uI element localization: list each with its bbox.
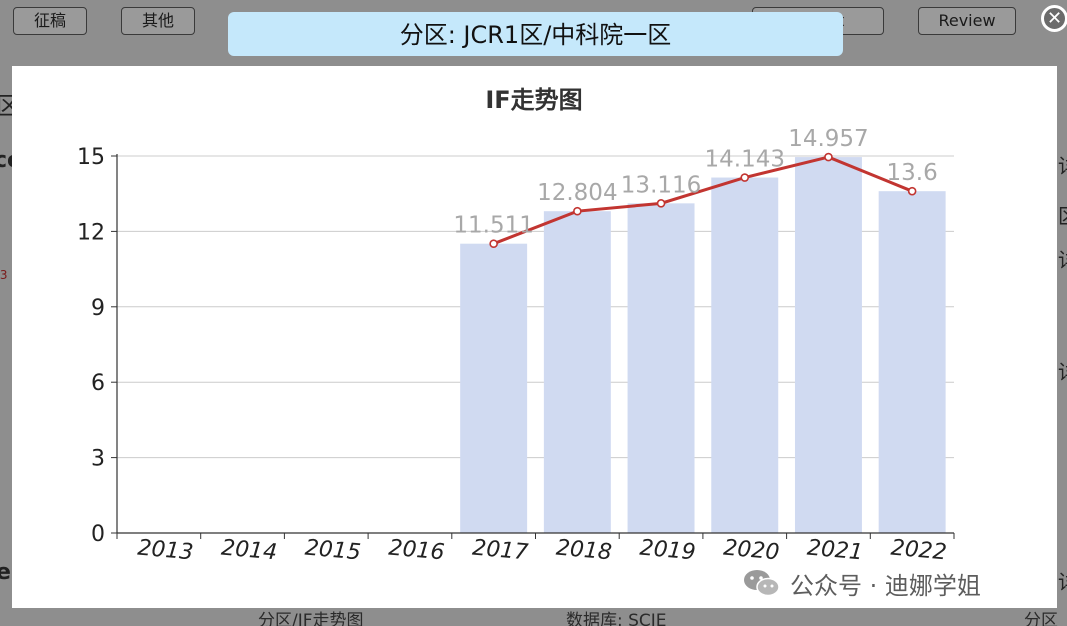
bar: [627, 203, 695, 533]
watermark-text: 公众号 · 迪娜学姐: [790, 571, 981, 600]
bar: [543, 211, 611, 533]
x-tick-label: 2019: [639, 536, 697, 566]
if-trend-chart: IF走势图 0 3 6 9 12 15 2013 2014 2015 2016 2017 2018 201…: [77, 86, 955, 566]
bg-fragment: 详: [1058, 566, 1067, 595]
x-tick-label: 2021: [806, 536, 864, 566]
bg-button-review: Review: [918, 7, 1016, 35]
y-tick-label: 9: [91, 296, 105, 321]
line-point: [489, 239, 498, 248]
bg-fragment: .3: [0, 268, 8, 282]
data-label: 13.6: [887, 160, 938, 186]
bar: [878, 191, 946, 533]
chart-panel: IF走势图 0 3 6 9 12 15 2013 2014 2015 2016 2017 2018 201…: [12, 66, 1057, 608]
data-label: 14.957: [788, 126, 868, 152]
watermark: 公众号 · 迪娜学姐: [742, 565, 981, 601]
x-tick-label: 2014: [220, 536, 278, 566]
close-icon[interactable]: ✕: [1041, 5, 1067, 32]
chart-title: IF走势图: [485, 86, 582, 114]
data-label: 11.511: [453, 213, 533, 239]
x-tick-label: 2018: [555, 536, 613, 566]
x-tick-label: 2013: [136, 536, 194, 566]
bg-bottom-label: 分区: [1024, 611, 1058, 626]
line-point: [824, 152, 833, 162]
wechat-icon: [744, 570, 780, 597]
bar: [711, 177, 779, 533]
x-tick-label: 2017: [471, 536, 529, 566]
overlay-title: 分区: JCR1区/中科院一区: [228, 12, 843, 56]
line-point: [573, 206, 582, 216]
line-point: [740, 173, 750, 182]
bg-fragment: 区: [1058, 200, 1067, 229]
bar: [460, 243, 528, 534]
x-tick-label: 2016: [388, 536, 446, 566]
x-tick-label: 2020: [722, 536, 780, 566]
bg-button-other: 其他: [121, 7, 195, 35]
data-label: 14.143: [705, 147, 785, 173]
bg-fragment: 详: [1058, 150, 1067, 179]
y-tick-label: 6: [91, 371, 105, 396]
bg-fragment: 详: [1058, 356, 1067, 385]
line-point: [907, 186, 917, 196]
data-label: 12.804: [537, 180, 617, 206]
y-tick-label: 0: [91, 522, 105, 547]
bg-bottom-label: 分区/IF走势图: [258, 611, 364, 626]
line-point: [656, 199, 666, 208]
bg-bottom-label: 数据库: SCIE: [566, 611, 667, 626]
bar: [794, 157, 862, 533]
series-line: [493, 155, 913, 246]
bg-fragment: 详: [1058, 244, 1067, 273]
data-label: 13.116: [621, 172, 701, 198]
bg-button-submission: 征稿: [13, 7, 87, 35]
y-tick-label: 15: [77, 145, 105, 170]
y-tick-label: 3: [91, 447, 105, 472]
x-tick-label: 2015: [304, 536, 362, 566]
bg-fragment: e: [0, 560, 11, 585]
y-tick-label: 12: [77, 220, 105, 245]
x-tick-label: 2022: [890, 536, 948, 566]
